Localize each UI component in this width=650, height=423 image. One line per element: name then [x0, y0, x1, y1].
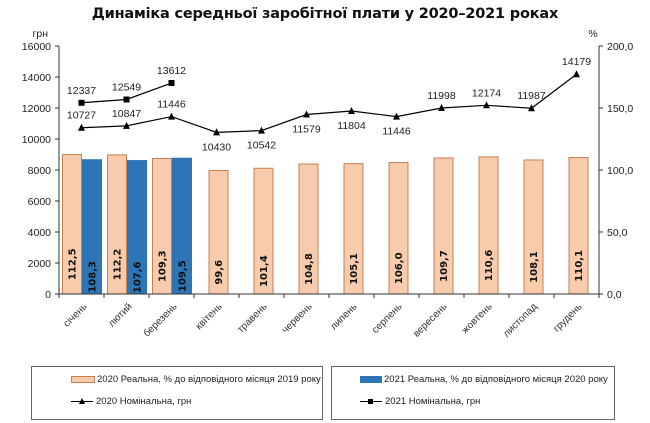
left-axis-tick-label: 4000 [28, 227, 52, 239]
legend-box-right [331, 366, 615, 420]
line-value-label: 11579 [292, 124, 321, 136]
left-axis-tick-label: 2000 [28, 258, 52, 270]
legend-label: 2021 Реальна, % до відповідного місяця 2… [384, 374, 608, 385]
line-value-label: 11998 [427, 90, 456, 102]
legend-label: 2020 Реальна, % до відповідного місяця 2… [97, 374, 321, 385]
x-axis-category-label: квітень [194, 301, 225, 332]
bar-label-2020-real: 105,1 [349, 253, 360, 285]
left-axis-tick-label: 14000 [22, 72, 51, 84]
bar-label-2020-real: 112,5 [68, 248, 79, 280]
bar-label-2020-real: 112,2 [113, 249, 124, 281]
square-marker [123, 96, 130, 103]
left-axis-tick-label: 8000 [28, 165, 52, 177]
bar-label-2021-real: 108,3 [88, 261, 99, 293]
bar-label-2020-real: 109,3 [158, 250, 169, 282]
x-axis-category-label: січень [62, 301, 90, 329]
x-axis-category-label: жовтень [460, 301, 495, 336]
triangle-marker [213, 128, 220, 136]
triangle-marker [573, 70, 580, 78]
x-axis-category-label: лютий [106, 301, 134, 329]
x-axis-category-label: червень [280, 301, 315, 336]
triangle-marker [168, 112, 175, 120]
bar-label-2020-real: 106,0 [394, 252, 405, 284]
left-axis-tick-label: 0 [45, 289, 51, 301]
triangle-marker [123, 121, 130, 129]
triangle-marker [258, 126, 265, 134]
line-value-label: 11446 [157, 99, 186, 111]
line-2020-nominal [81, 73, 577, 133]
left-axis-tick-label: 12000 [22, 103, 51, 115]
line-value-label: 14179 [562, 56, 591, 68]
x-axis-category-label: листопад [501, 301, 539, 339]
line-value-label: 10727 [67, 110, 96, 122]
line-value-label: 12174 [472, 87, 501, 99]
line-value-label: 10847 [112, 108, 141, 120]
bar-label-2020-real: 104,8 [304, 253, 315, 285]
legend-label: 2020 Номінальна, грн [96, 396, 192, 407]
square-marker [78, 99, 85, 106]
bar-label-2020-real: 101,4 [259, 255, 270, 287]
right-axis-tick-label: 100,0 [607, 165, 633, 177]
x-axis-category-label: липень [328, 301, 359, 332]
left-axis-tick-label: 6000 [28, 196, 52, 208]
triangle-marker [438, 104, 445, 112]
left-axis-tick-label: 16000 [22, 41, 51, 53]
right-axis-unit: % [588, 28, 597, 40]
bar-label-2021-real: 107,6 [133, 261, 144, 293]
line-value-label: 10542 [247, 140, 276, 152]
legend-item-2020-real: 2020 Реальна, % до відповідного місяця 2… [71, 374, 321, 385]
triangle-marker [393, 112, 400, 120]
triangle-marker [528, 104, 535, 112]
triangle-marker [348, 107, 355, 115]
legend-box-left [31, 366, 323, 420]
right-axis-tick-label: 0,0 [607, 289, 622, 301]
line-value-label: 10430 [202, 141, 231, 153]
x-axis-category-label: вересень [411, 301, 449, 339]
bar-label-2021-real: 109,5 [178, 260, 189, 292]
right-axis-tick-label: 200,0 [607, 41, 633, 53]
triangle-marker [483, 101, 490, 109]
bar-label-2020-real: 109,7 [439, 250, 450, 282]
right-axis-tick-label: 150,0 [607, 103, 633, 115]
chart-title: Динаміка середньої заробітної плати у 20… [91, 6, 559, 22]
line-value-label: 11446 [382, 126, 411, 138]
triangle-marker-icon [71, 397, 93, 406]
right-axis-tick-label: 50,0 [607, 227, 628, 239]
triangle-marker [303, 110, 310, 118]
legend-swatch-2021-real [360, 376, 382, 383]
square-marker [168, 80, 175, 87]
legend-swatch-2020-real [71, 376, 95, 383]
line-value-label: 12549 [112, 81, 141, 93]
line-value-label: 11987 [517, 90, 546, 102]
chart-canvas: 112,5 108,3 112,2 107,6 109,3 109,5 99,6 101,4 1… [22, 28, 634, 340]
legend-item-2021-nominal: 2021 Номінальна, грн [360, 396, 480, 407]
legend-item-2021-real: 2021 Реальна, % до відповідного місяця 2… [360, 374, 608, 385]
left-axis-tick-label: 10000 [22, 134, 51, 146]
line-value-label: 11804 [337, 120, 366, 132]
left-axis-unit: грн [33, 28, 49, 40]
bar-label-2020-real: 108,1 [529, 251, 540, 283]
x-axis-category-label: серпень [370, 301, 405, 336]
bar-label-2020-real: 110,1 [574, 250, 585, 282]
legend-label: 2021 Номінальна, грн [385, 396, 481, 407]
square-marker-icon [360, 397, 382, 406]
line-value-label: 13612 [157, 65, 186, 77]
bar-label-2020-real: 99,6 [214, 260, 225, 285]
x-axis-category-label: травень [236, 301, 270, 335]
x-axis-category-label: грудень [551, 301, 584, 334]
triangle-marker [78, 123, 85, 131]
line-value-label: 12337 [67, 85, 96, 97]
bar-label-2020-real: 110,6 [484, 250, 495, 282]
x-axis-category-label: березень [141, 301, 180, 340]
legend-item-2020-nominal: 2020 Номінальна, грн [71, 396, 191, 407]
